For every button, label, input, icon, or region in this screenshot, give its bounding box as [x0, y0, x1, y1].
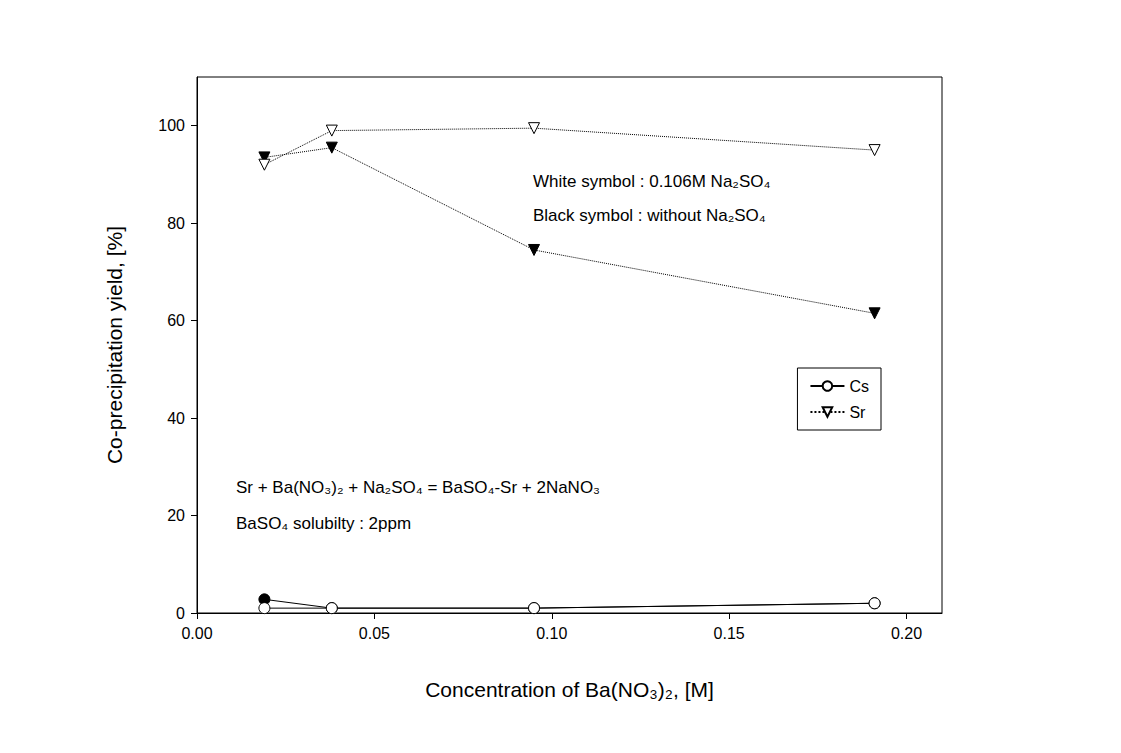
svg-text:Concentration of Ba(NO₃)₂, [M]: Concentration of Ba(NO₃)₂, [M] [425, 678, 714, 701]
svg-text:Sr + Ba(NO₃)₂ + Na₂SO₄ = BaSO₄: Sr + Ba(NO₃)₂ + Na₂SO₄ = BaSO₄-Sr + 2NaN… [236, 478, 600, 497]
svg-text:60: 60 [167, 312, 185, 329]
svg-text:Black symbol : without Na₂SO₄: Black symbol : without Na₂SO₄ [533, 206, 766, 225]
svg-text:BaSO₄ solubilty : 2ppm: BaSO₄ solubilty : 2ppm [236, 514, 411, 533]
svg-text:0.10: 0.10 [536, 625, 567, 642]
svg-text:White symbol : 0.106M Na₂SO₄: White symbol : 0.106M Na₂SO₄ [533, 172, 771, 191]
svg-text:Co-precipitation yield, [%]: Co-precipitation yield, [%] [103, 226, 126, 464]
svg-text:40: 40 [167, 410, 185, 427]
svg-text:0.05: 0.05 [359, 625, 390, 642]
svg-text:20: 20 [167, 507, 185, 524]
svg-text:0: 0 [176, 605, 185, 622]
svg-text:100: 100 [158, 117, 185, 134]
svg-text:0.00: 0.00 [181, 625, 212, 642]
svg-text:Cs: Cs [849, 378, 869, 395]
svg-text:80: 80 [167, 215, 185, 232]
svg-text:Sr: Sr [849, 404, 866, 421]
svg-text:0.15: 0.15 [714, 625, 745, 642]
svg-text:0.20: 0.20 [891, 625, 922, 642]
